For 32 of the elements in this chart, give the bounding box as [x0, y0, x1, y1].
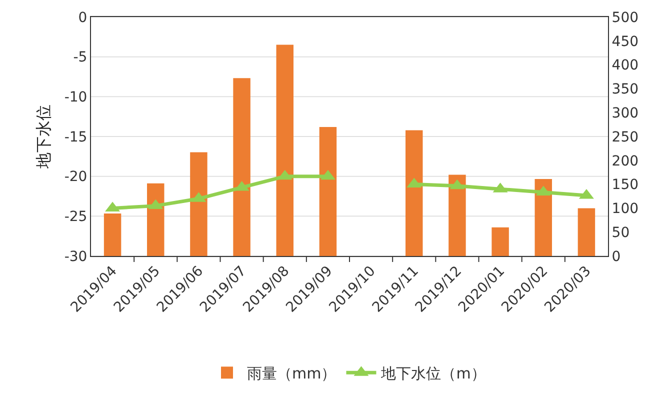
bar [578, 208, 596, 256]
legend-label: 雨量（mm） [247, 364, 336, 382]
bar [492, 227, 509, 256]
y2-tick-label: 200 [612, 153, 639, 170]
y-tick-label: -25 [64, 209, 88, 226]
bar [276, 44, 294, 256]
bar [448, 174, 466, 256]
y2-tick-label: 450 [612, 34, 639, 50]
y2-tick-label: 350 [612, 82, 639, 98]
y2-tick-label: 250 [612, 129, 639, 146]
bar [233, 78, 250, 256]
y2-tick-label: 500 [612, 10, 639, 26]
y-tick-label: -10 [64, 90, 88, 106]
y-tick-label: 0 [78, 10, 88, 26]
y2-tick-label: 150 [612, 177, 639, 194]
y2-tick-label: 100 [612, 201, 639, 218]
y2-tick-label: 400 [612, 58, 639, 74]
y-tick-label: -15 [64, 129, 88, 146]
y-tick-label: -5 [73, 50, 88, 66]
legend-label: 地下水位（m） [380, 364, 486, 382]
y-tick-label: -20 [64, 169, 88, 186]
bar [319, 126, 337, 256]
bar [534, 179, 552, 256]
y-tick-label: -30 [64, 248, 88, 265]
bar [147, 183, 164, 256]
bar [104, 213, 122, 256]
y2-tick-label: 0 [612, 248, 621, 265]
bar [190, 152, 208, 256]
bar [406, 130, 423, 256]
y2-tick-label: 300 [612, 106, 639, 122]
y-axis-title: 地下水位 [34, 104, 53, 170]
y2-tick-label: 50 [612, 225, 630, 241]
